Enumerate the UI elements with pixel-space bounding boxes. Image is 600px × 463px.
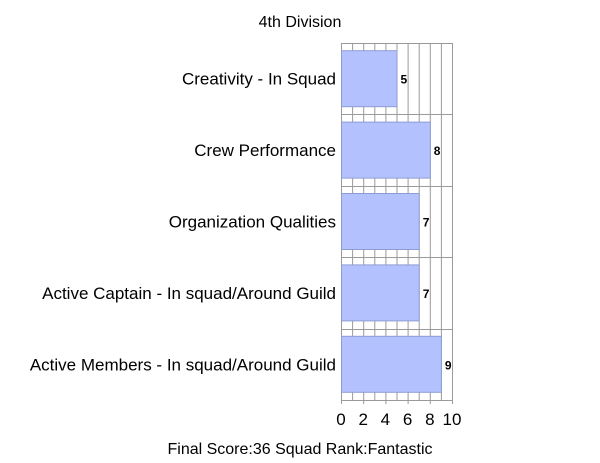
bar	[341, 121, 431, 179]
category-label: Active Captain - In squad/Around Guild	[42, 284, 336, 303]
chart-title: 4th Division	[259, 14, 342, 31]
x-tick-label: 0	[336, 410, 345, 429]
value-label: 7	[423, 287, 430, 301]
bar	[341, 50, 398, 108]
x-tick-label: 10	[443, 410, 462, 429]
bar	[341, 335, 442, 393]
footer-score-text: Final Score:36 Squad Rank:Fantastic	[167, 441, 432, 458]
x-tick-label: 6	[403, 410, 412, 429]
value-label: 5	[401, 73, 408, 87]
value-label: 9	[445, 358, 452, 372]
x-tick-label: 2	[358, 410, 367, 429]
value-label: 8	[434, 144, 441, 158]
bar	[341, 264, 420, 322]
bar	[341, 193, 420, 250]
category-label: Organization Qualities	[169, 213, 336, 232]
value-label: 7	[423, 216, 430, 230]
value-labels: 5 8 7 7 9	[401, 73, 452, 373]
category-label: Active Members - In squad/Around Guild	[30, 355, 336, 374]
x-axis-ticks: 0 2 4 6 8 10	[336, 400, 461, 429]
bars	[341, 50, 442, 393]
category-labels: Creativity - In Squad Crew Performance Org…	[30, 70, 336, 375]
x-tick-label: 8	[425, 410, 434, 429]
x-tick-label: 4	[381, 410, 390, 429]
category-label: Crew Performance	[194, 141, 336, 160]
category-label: Creativity - In Squad	[182, 70, 336, 89]
